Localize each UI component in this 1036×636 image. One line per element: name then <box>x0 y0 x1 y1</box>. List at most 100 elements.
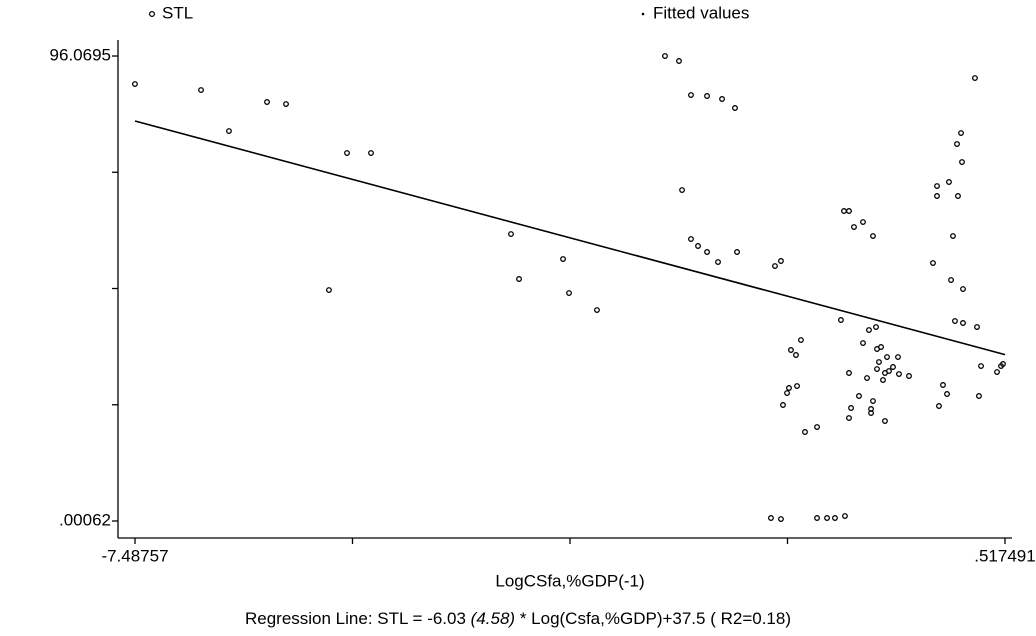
point <box>890 364 896 370</box>
point <box>695 243 701 249</box>
point <box>971 75 978 81</box>
note-part: Regression Line: STL = -6.03 <box>245 609 471 628</box>
y-tick-label: 96.0695 <box>50 46 111 65</box>
point <box>930 260 936 266</box>
note-part: * Log(Csfa,%GDP)+37.5 ( R2=0.18) <box>515 609 791 628</box>
point <box>860 340 866 346</box>
y-tick-label: .00062 <box>59 510 111 529</box>
point <box>814 424 820 430</box>
point <box>846 208 852 214</box>
point <box>368 150 374 156</box>
point <box>837 317 844 323</box>
point <box>792 352 799 358</box>
x-tick-label: -7.48757 <box>101 546 168 565</box>
point <box>940 382 946 388</box>
point <box>878 344 884 350</box>
point <box>560 256 566 262</box>
point <box>960 286 966 292</box>
point <box>732 105 738 111</box>
x-axis-label: LogCSfa,%GDP(-1) <box>495 571 644 590</box>
point <box>870 233 876 239</box>
point <box>797 337 804 343</box>
point <box>786 385 792 391</box>
point <box>866 327 872 333</box>
point <box>802 429 808 435</box>
point <box>772 263 778 269</box>
point <box>948 277 954 283</box>
point <box>870 398 876 404</box>
point <box>508 231 514 237</box>
point <box>777 258 784 264</box>
point <box>132 81 138 87</box>
point <box>851 224 857 230</box>
point <box>594 307 600 313</box>
point <box>895 354 901 360</box>
point <box>841 208 847 214</box>
point <box>960 320 966 326</box>
point <box>896 371 902 377</box>
point <box>679 187 685 193</box>
point <box>958 130 964 136</box>
point <box>264 99 270 105</box>
point <box>944 391 950 397</box>
point <box>955 193 961 199</box>
point <box>344 150 350 156</box>
point <box>516 276 522 282</box>
legend-label: Fitted values <box>653 3 749 22</box>
point <box>787 347 794 353</box>
point <box>814 515 820 521</box>
point <box>951 318 958 324</box>
point <box>832 515 838 521</box>
point <box>856 393 862 399</box>
point <box>864 375 870 381</box>
point <box>978 363 984 369</box>
point <box>842 513 848 519</box>
point <box>566 290 572 296</box>
point <box>715 259 721 265</box>
fitted-line <box>134 120 1006 356</box>
legend-label: STL <box>162 3 193 22</box>
point <box>734 249 740 255</box>
point <box>873 324 879 330</box>
point <box>794 383 800 389</box>
point <box>934 193 940 199</box>
note-part: (4.58) <box>471 609 515 628</box>
point <box>886 368 892 374</box>
point <box>824 515 830 521</box>
point <box>860 219 866 225</box>
point <box>226 128 232 134</box>
point <box>704 249 710 255</box>
point <box>974 324 980 330</box>
point <box>846 415 852 421</box>
point <box>946 179 952 185</box>
point <box>777 516 784 522</box>
point <box>882 418 888 424</box>
point <box>959 159 965 165</box>
point <box>767 515 774 521</box>
point <box>868 410 874 416</box>
legend-marker <box>641 12 645 16</box>
point <box>1000 361 1006 367</box>
point <box>784 390 790 396</box>
point <box>283 101 289 107</box>
point <box>906 373 912 379</box>
point <box>662 53 668 59</box>
legend-marker <box>149 11 156 18</box>
point <box>848 405 854 411</box>
point <box>880 377 886 383</box>
point <box>884 354 890 360</box>
point <box>719 96 725 102</box>
point <box>676 58 682 64</box>
point <box>950 233 956 239</box>
point <box>688 92 694 98</box>
point <box>325 287 332 293</box>
point <box>954 141 960 147</box>
point <box>704 93 710 99</box>
point <box>876 359 882 365</box>
point <box>934 183 940 189</box>
point <box>198 87 204 93</box>
x-tick-label: .517491 <box>974 546 1035 565</box>
point <box>688 236 694 242</box>
point <box>976 393 982 399</box>
